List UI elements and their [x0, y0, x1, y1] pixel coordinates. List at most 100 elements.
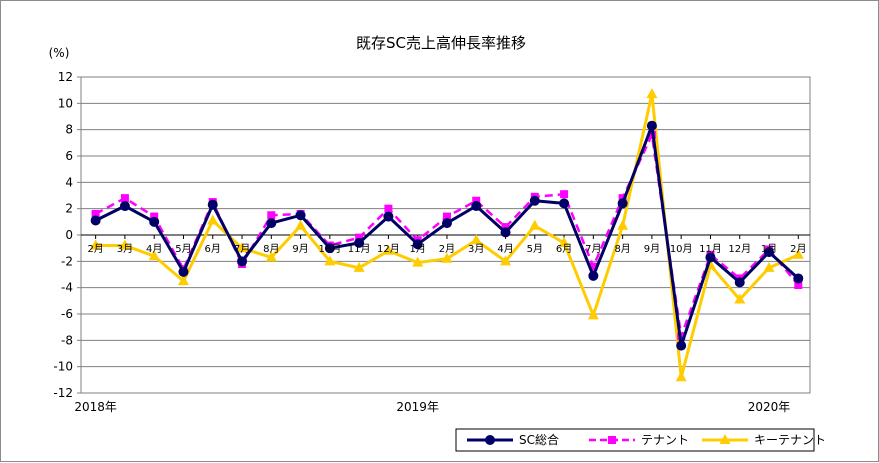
x-tick-label: 12月 [728, 243, 751, 255]
data-point [441, 252, 453, 263]
data-point [382, 244, 394, 255]
data-point [441, 218, 452, 229]
x-tick-label: 2月 [439, 243, 455, 255]
data-point [734, 277, 745, 288]
data-point [705, 252, 716, 263]
x-tick-label: 6月 [205, 243, 221, 255]
data-point [384, 204, 393, 213]
x-tick-label: 12月 [377, 243, 400, 255]
category-labels: 2月 3月 4月 5月 6月 7月 8月 9月 10月 11月 12月 1月 2月 3月 4月 5月 6月 7月 8… [87, 243, 806, 255]
data-point [763, 261, 775, 272]
data-point [618, 194, 627, 203]
data-point [442, 212, 451, 221]
y-axis-ticks: 12 10 8 6 4 2 0 -2 -4 -6 -8 -10 -12 [53, 70, 81, 400]
data-point [265, 251, 277, 262]
data-point [207, 199, 218, 210]
data-point [267, 211, 276, 220]
data-point [617, 219, 629, 230]
legend-label: テナント [641, 433, 689, 447]
data-point [794, 281, 803, 290]
x-tick-label: 4月 [146, 243, 162, 255]
y-tick-label: 2 [65, 202, 73, 216]
data-point [472, 196, 481, 205]
x-tick-label: 11月 [348, 243, 371, 255]
x-tick-label: 3月 [117, 243, 133, 255]
data-point [764, 247, 775, 258]
data-point [558, 236, 570, 247]
data-point [500, 227, 511, 238]
x-tick-label: 9月 [292, 243, 308, 255]
y-tick-label: -6 [61, 307, 73, 321]
year-label: 2019年 [396, 400, 439, 414]
data-point [560, 190, 569, 199]
data-point [148, 250, 160, 261]
data-point [90, 239, 102, 250]
data-point [559, 198, 570, 209]
legend-entry: SC総合 [467, 432, 559, 447]
data-point [587, 309, 599, 320]
data-point [412, 239, 423, 250]
data-point [149, 216, 160, 227]
x-tick-label: 7月 [234, 243, 250, 255]
data-point [734, 293, 746, 304]
y-tick-label: 4 [65, 175, 73, 189]
legend-marker [485, 435, 495, 445]
series-layer [90, 88, 804, 382]
y-tick-label: -2 [61, 254, 73, 268]
legend: SC総合 テナント キーテナント [455, 428, 826, 452]
data-point [529, 219, 541, 230]
data-point [295, 210, 306, 221]
data-point [646, 88, 658, 99]
data-point [792, 248, 804, 259]
x-tick-label: 6月 [556, 243, 572, 255]
y-tick-label: -10 [53, 360, 73, 374]
data-point [90, 215, 101, 226]
legend-marker [719, 434, 731, 444]
data-point [119, 201, 130, 212]
data-point [529, 195, 540, 206]
x-tick-label: 5月 [527, 243, 543, 255]
legend-entry: キーテナント [702, 433, 826, 447]
data-point [471, 201, 482, 212]
y-tick-label: 10 [58, 96, 73, 110]
data-point [119, 239, 131, 250]
data-point [120, 194, 129, 203]
data-point [354, 237, 365, 248]
y-axis-unit: (%) [49, 46, 70, 60]
data-point [355, 233, 364, 242]
x-tick-label: 8月 [614, 243, 630, 255]
x-tick-label: 3月 [468, 243, 484, 255]
data-point [178, 266, 189, 277]
y-tick-label: 8 [65, 123, 73, 137]
x-tick-label: 10月 [670, 243, 693, 255]
legend-marker [608, 436, 616, 444]
chart-title: 既存SC売上高伸長率推移 [356, 34, 526, 52]
data-point [588, 270, 599, 281]
legend-label: キーテナント [754, 433, 826, 447]
data-point [470, 234, 482, 245]
data-point [177, 275, 189, 286]
data-point [793, 273, 804, 284]
data-point [646, 120, 657, 131]
year-labels: 2018年 2019年 2020年 [74, 400, 790, 414]
x-tick-label: 1月 [409, 243, 425, 255]
legend-entry: テナント [589, 433, 689, 447]
data-point [91, 209, 100, 218]
x-tick-label: 1月 [761, 243, 777, 255]
data-point [412, 256, 424, 267]
legend-label: SC総合 [519, 432, 559, 447]
data-point [150, 212, 159, 221]
x-tick-label: 10月 [318, 243, 341, 255]
data-point [237, 256, 248, 267]
y-tick-label: 6 [65, 149, 73, 163]
data-point [207, 214, 219, 225]
data-point [266, 218, 277, 229]
year-label: 2020年 [748, 400, 791, 414]
data-point [295, 219, 307, 230]
y-tick-label: -8 [61, 333, 73, 347]
y-tick-label: 0 [65, 228, 73, 242]
data-point [500, 255, 512, 266]
y-tick-label: -4 [61, 281, 73, 295]
data-point [617, 198, 628, 209]
data-point [353, 261, 365, 272]
